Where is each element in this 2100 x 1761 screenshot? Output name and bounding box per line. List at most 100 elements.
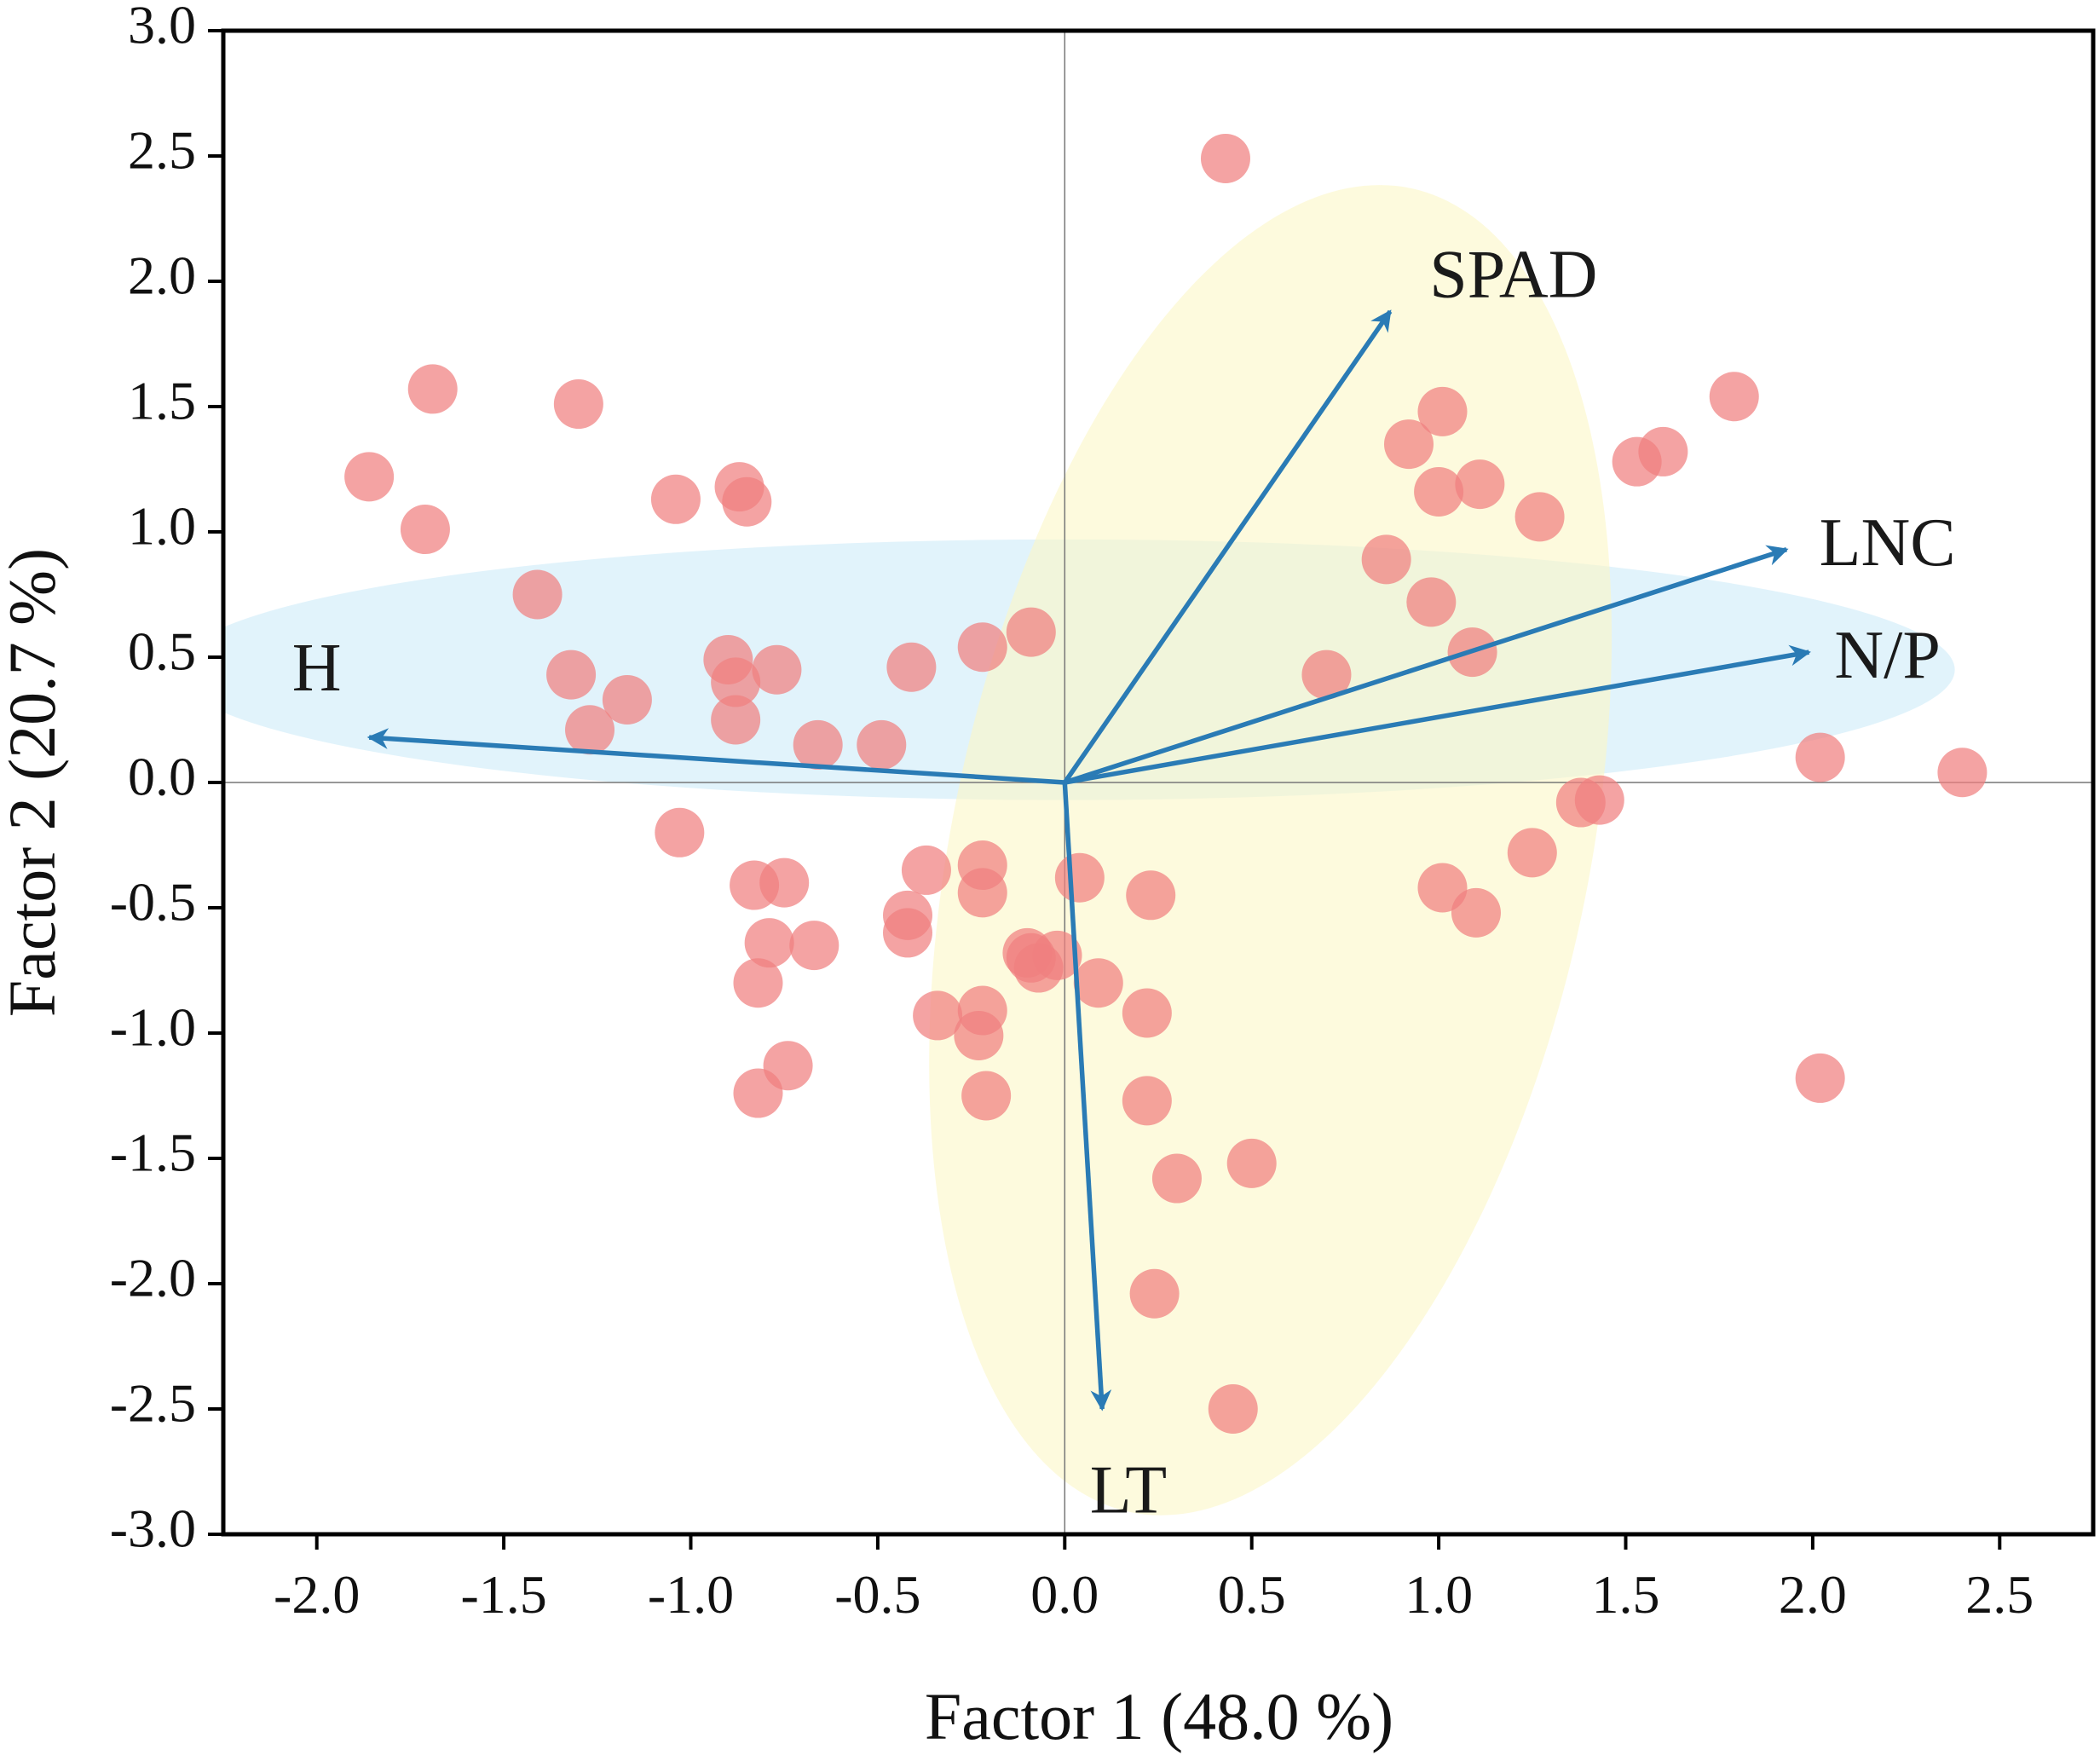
y-tick-label: -2.5 — [110, 1373, 196, 1434]
x-tick-label: 1.5 — [1592, 1564, 1660, 1625]
data-point — [546, 650, 597, 700]
data-point — [1507, 828, 1557, 878]
y-tick-label: 0.5 — [128, 621, 196, 682]
y-tick-label: -2.0 — [110, 1248, 196, 1308]
data-point — [400, 505, 450, 555]
y-tick-label: -1.0 — [110, 997, 196, 1058]
data-point — [1129, 1268, 1180, 1319]
vector-label-spad: SPAD — [1429, 237, 1597, 312]
data-point — [1795, 732, 1845, 782]
data-point — [961, 1071, 1012, 1121]
data-point — [957, 622, 1007, 673]
data-point — [957, 868, 1007, 918]
y-tick-label: 1.0 — [128, 496, 196, 557]
data-point — [711, 657, 761, 707]
data-point — [1709, 372, 1759, 422]
data-point — [752, 644, 802, 695]
vector-labels: SPAD LNC N/P H LT — [292, 237, 1956, 1527]
vector-label-lt: LT — [1090, 1452, 1167, 1527]
y-tick-label: -3.0 — [110, 1498, 196, 1559]
y-axis-ticks: 3.0 2.5 2.0 1.5 1.0 0.5 0.0 -0.5 -1.0 -1.5 -2.0 -2.… — [110, 0, 223, 1559]
data-point — [1455, 459, 1505, 510]
data-point — [1208, 1384, 1258, 1434]
x-tick-label: -2.0 — [274, 1564, 360, 1625]
data-point — [733, 958, 783, 1008]
data-point — [602, 674, 652, 725]
y-tick-label: 3.0 — [128, 0, 196, 55]
data-point — [407, 364, 458, 414]
y-tick-label: 1.5 — [128, 371, 196, 431]
loading-vectors — [366, 309, 1811, 1412]
x-axis-title: Factor 1 (48.0 %) — [925, 1679, 1393, 1753]
x-tick-label: 0.5 — [1218, 1564, 1286, 1625]
data-point — [789, 921, 839, 971]
data-point — [1122, 988, 1172, 1038]
y-tick-label: -1.5 — [110, 1123, 196, 1183]
data-point — [1126, 870, 1176, 921]
x-axis-ticks: -2.0 -1.5 -1.0 -0.5 0.0 0.5 1.0 1.5 2.0 2.5 — [274, 1534, 2034, 1625]
vector-n-p — [1064, 644, 1811, 785]
data-point — [886, 642, 937, 692]
data-point — [1417, 386, 1468, 436]
data-point — [883, 908, 933, 958]
y-axis-title: Factor 2 (20.7 %) — [0, 548, 69, 1017]
y-tick-label: 0.0 — [128, 747, 196, 807]
data-point — [1574, 775, 1624, 825]
vector-label-lnc: LNC — [1820, 505, 1956, 580]
group-ellipses — [223, 185, 1955, 1516]
data-point — [759, 857, 810, 908]
vector-label-n-p: N/P — [1834, 618, 1941, 693]
x-tick-label: -1.5 — [460, 1564, 546, 1625]
data-point — [344, 452, 395, 502]
data-point — [857, 719, 907, 770]
data-point — [1006, 607, 1056, 657]
data-point — [1514, 492, 1565, 542]
data-point — [1122, 1076, 1172, 1126]
x-tick-label: 0.0 — [1030, 1564, 1099, 1625]
data-point — [901, 845, 951, 895]
data-point — [1301, 650, 1352, 700]
y-tick-label: 2.0 — [128, 245, 196, 306]
data-point — [744, 918, 794, 968]
y-tick-label: -0.5 — [110, 872, 196, 932]
vector-lnc — [1064, 545, 1789, 785]
data-point — [1451, 887, 1501, 938]
data-point — [1417, 863, 1468, 913]
data-point — [1032, 930, 1082, 980]
data-point — [913, 990, 963, 1041]
data-points — [344, 133, 1988, 1434]
data-point — [1073, 958, 1123, 1008]
data-point — [733, 1068, 783, 1118]
data-point — [1638, 426, 1688, 476]
data-point — [1383, 419, 1434, 470]
data-point — [954, 1010, 1004, 1060]
data-point — [1406, 577, 1457, 627]
data-point — [553, 379, 603, 430]
vector-spad — [1063, 309, 1393, 784]
data-point — [711, 695, 761, 745]
data-point — [1151, 1153, 1202, 1204]
data-point — [655, 807, 705, 857]
data-point — [1226, 1138, 1277, 1188]
data-point — [1054, 852, 1105, 903]
data-point — [1361, 534, 1411, 585]
data-point — [793, 719, 843, 770]
data-point — [565, 705, 615, 755]
x-tick-label: -1.0 — [648, 1564, 734, 1625]
data-point — [650, 474, 701, 524]
x-tick-label: 1.0 — [1405, 1564, 1473, 1625]
data-point — [1200, 133, 1250, 183]
data-point — [1795, 1053, 1845, 1103]
vector-label-h: H — [292, 631, 342, 706]
data-point — [1937, 748, 1988, 798]
ellipse-yellow-group — [929, 185, 1612, 1516]
x-tick-label: 2.5 — [1965, 1564, 2034, 1625]
vector-lt — [1062, 782, 1112, 1412]
data-point — [722, 476, 772, 527]
y-tick-label: 2.5 — [128, 120, 196, 181]
vector-h — [366, 728, 1065, 785]
data-point — [512, 569, 562, 620]
data-point — [1414, 466, 1464, 517]
x-tick-label: -0.5 — [834, 1564, 920, 1625]
